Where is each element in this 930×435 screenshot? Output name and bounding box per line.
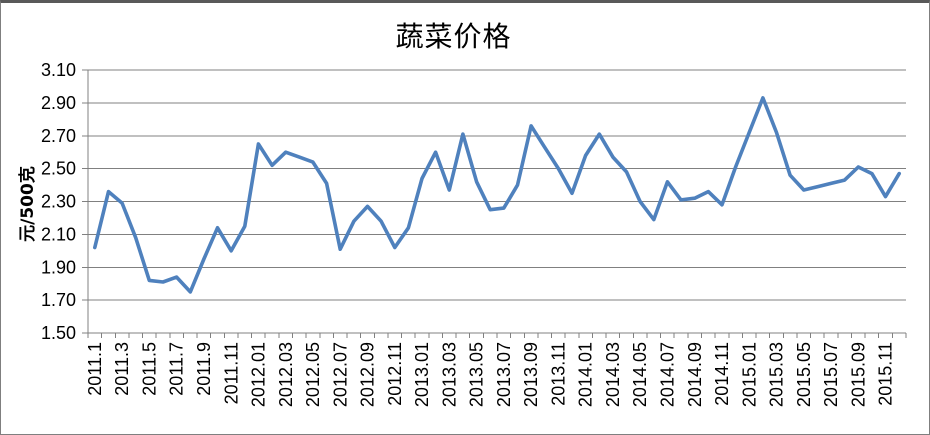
x-tick-label: 2012.01: [249, 342, 269, 407]
x-tick-label: 2015.11: [876, 342, 896, 406]
x-tick-label: 2014.05: [630, 342, 650, 407]
x-tick-label: 2011.9: [194, 342, 214, 396]
x-tick-label: 2012.11: [385, 342, 405, 406]
x-tick-label: 2011.1: [85, 342, 105, 396]
x-tick-label: 2011.7: [167, 342, 187, 396]
x-tick-label: 2013.11: [549, 342, 569, 406]
y-tick-label: 2.70: [41, 126, 76, 146]
x-tick-label: 2015.07: [821, 342, 841, 407]
y-tick-label: 1.50: [41, 323, 76, 343]
x-tick-label: 2014.09: [685, 342, 705, 407]
x-tick-label: 2011.11: [221, 342, 241, 404]
y-tick-label: 3.10: [41, 60, 76, 80]
y-tick-label: 2.30: [41, 192, 76, 212]
x-tick-label: 2011.5: [139, 342, 159, 396]
y-tick-label: 1.70: [41, 290, 76, 310]
x-tick-label: 2014.03: [603, 342, 623, 407]
y-tick-label: 2.50: [41, 159, 76, 179]
chart-title: 蔬菜价格: [395, 20, 512, 53]
y-tick-label: 2.10: [41, 225, 76, 245]
x-tick-label: 2013.01: [412, 342, 432, 407]
x-tick-label: 2012.03: [276, 342, 296, 407]
x-tick-label: 2015.05: [794, 342, 814, 407]
x-tick-label: 2015.09: [848, 342, 868, 407]
price-line-series: [93, 96, 902, 294]
x-tick-label: 2014.07: [658, 342, 678, 407]
x-tick-label: 2015.03: [767, 342, 787, 407]
x-tick-label: 2012.05: [303, 342, 323, 407]
x-tick-label: 2014.01: [576, 342, 596, 407]
x-tick-label: 2012.07: [330, 342, 350, 407]
x-tick-label: 2015.01: [739, 342, 759, 407]
x-tick-label: 2012.09: [358, 342, 378, 407]
x-tick-label: 2013.05: [467, 342, 487, 407]
plot-area: 3.10 2.90 2.70 2.50 2.30 2.10 1.90 1.70 1.50 2011…: [41, 60, 907, 407]
x-tick-label: 2013.07: [494, 342, 514, 407]
y-tick-label: 2.90: [41, 93, 76, 113]
x-tick-label: 2013.09: [521, 342, 541, 407]
x-tick-label: 2013.03: [439, 342, 459, 407]
y-tick-label: 1.90: [41, 257, 76, 277]
x-tick-label: 2014.11: [712, 342, 732, 406]
x-tick-label: 2011.3: [112, 342, 132, 396]
